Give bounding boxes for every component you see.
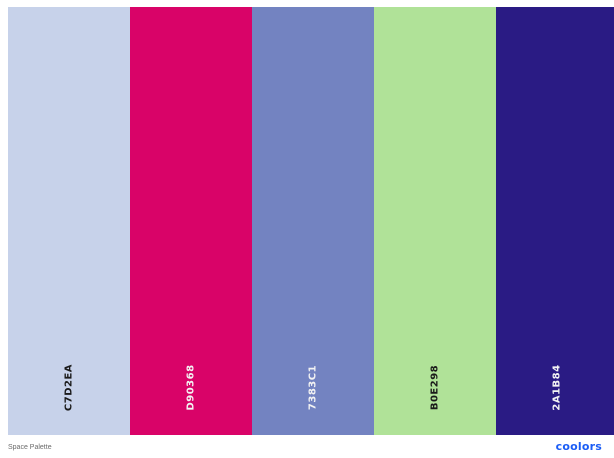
swatch-5: 2A1B84: [496, 7, 614, 435]
swatch-hex-label: B0E298: [429, 364, 441, 411]
swatch-hex-label: 2A1B84: [551, 364, 563, 411]
swatch-1: C7D2EA: [8, 7, 130, 435]
swatch-strip: C7D2EA D90368 7383C1 B0E298 2A1B84: [8, 7, 614, 435]
swatch-hex-label: 7383C1: [307, 364, 319, 411]
swatch-3: 7383C1: [252, 7, 374, 435]
swatch-hex-label: D90368: [185, 364, 197, 411]
coolors-logo: coolors: [555, 440, 602, 453]
palette-name: Space Palette: [8, 444, 52, 451]
swatch-2: D90368: [130, 7, 252, 435]
footer: Space Palette coolors: [0, 435, 614, 458]
swatch-4: B0E298: [374, 7, 496, 435]
swatch-hex-label: C7D2EA: [63, 363, 75, 412]
